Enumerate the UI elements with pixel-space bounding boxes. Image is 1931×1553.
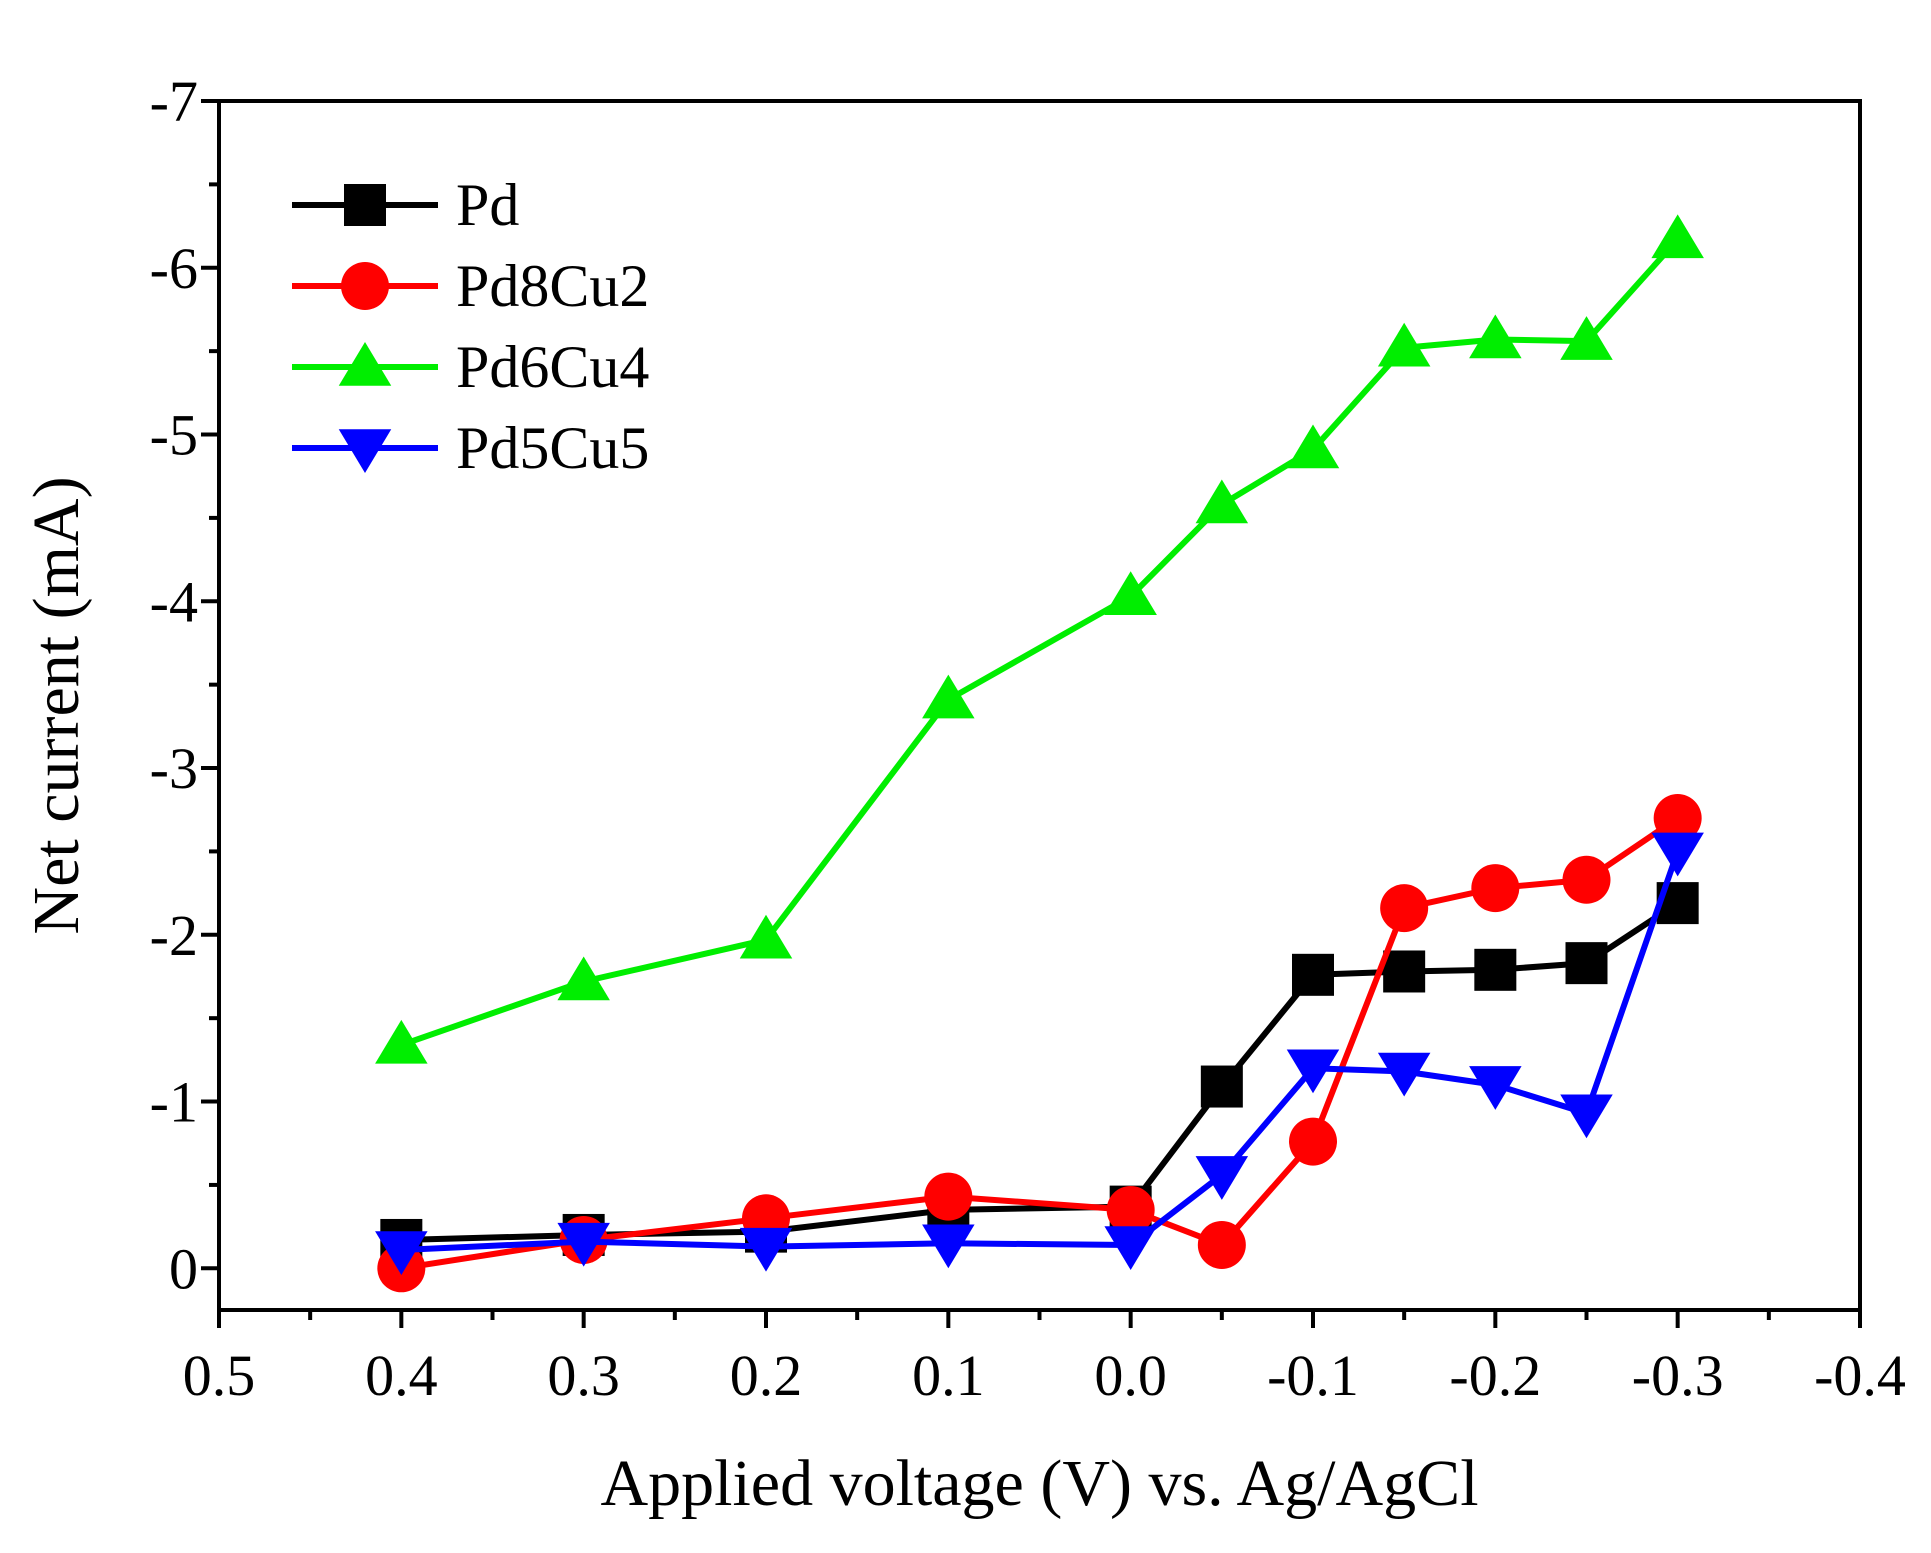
series-pd6cu4	[375, 214, 1704, 1064]
legend-label: Pd8Cu2	[456, 253, 649, 319]
data-point-pd8cu2	[1197, 1220, 1246, 1269]
data-point-pd5cu5	[1286, 1049, 1340, 1094]
data-point-pd8cu2	[1653, 794, 1702, 843]
x-tick-label: 0.0	[1094, 1343, 1167, 1408]
data-point-pd5cu5	[1469, 1066, 1522, 1110]
x-tick-label: 0.1	[912, 1343, 985, 1408]
legend-entry-pd8cu2: Pd8Cu2	[292, 253, 649, 319]
data-point-pd5cu5	[1104, 1226, 1157, 1270]
y-tick-label: -4	[150, 569, 198, 634]
axis-ticks	[201, 99, 1862, 1328]
legend-marker	[344, 184, 386, 226]
data-point-pd8cu2	[1289, 1117, 1337, 1166]
y-tick-label: 0	[169, 1236, 198, 1301]
data-point-pd5cu5	[1195, 1156, 1249, 1200]
x-axis-title: Applied voltage (V) vs. Ag/AgCl	[600, 1447, 1478, 1520]
legend-marker	[341, 262, 389, 310]
legend-marker	[338, 342, 392, 386]
data-point-pd5cu5	[922, 1224, 975, 1269]
data-point-pd6cu4	[1377, 322, 1431, 367]
legend-label: Pd5Cu5	[456, 415, 649, 481]
y-tick-label: -3	[150, 736, 198, 801]
series-layer	[375, 214, 1704, 1293]
data-point-pd6cu4	[1469, 314, 1522, 359]
data-point-pd5cu5	[557, 1222, 610, 1267]
x-tick-label: 0.3	[547, 1343, 620, 1408]
data-point-pd5cu5	[1651, 832, 1704, 877]
x-tick-label: 0.4	[365, 1343, 438, 1408]
data-point-pd	[1200, 1065, 1243, 1108]
data-point-pd5cu5	[1560, 1094, 1613, 1139]
data-point-pd5cu5	[375, 1231, 428, 1275]
data-point-pd	[1292, 953, 1334, 996]
data-point-pd	[1474, 948, 1517, 991]
data-point-pd6cu4	[922, 674, 975, 719]
legend-entry-pd: Pd	[292, 172, 519, 238]
data-point-pd6cu4	[1560, 316, 1613, 360]
data-point-pd8cu2	[1380, 884, 1429, 933]
tick-labels: 0.5 0.4 0.3 0.2 0.1 0.0 -0.1 -0.2 -0.3 -0.4 0 -1 -2 -…	[150, 69, 1906, 1408]
data-point-pd5cu5	[739, 1227, 793, 1272]
y-tick-label: -7	[150, 69, 198, 134]
x-tick-label: 0.2	[730, 1343, 803, 1408]
legend: Pd Pd8Cu2 Pd6Cu4 Pd5Cu5	[292, 172, 649, 481]
y-tick-label: -5	[150, 403, 198, 468]
data-point-pd6cu4	[557, 956, 610, 1001]
y-tick-label: -6	[150, 236, 198, 301]
legend-marker	[338, 429, 392, 473]
data-point-pd5cu5	[1377, 1052, 1431, 1097]
x-tick-label: -0.2	[1449, 1343, 1541, 1408]
data-point-pd6cu4	[739, 914, 793, 959]
data-point-pd8cu2	[1562, 855, 1611, 904]
y-axis-title: Net current (mA)	[20, 476, 93, 934]
series-pd8cu2	[377, 794, 1702, 1293]
data-point-pd6cu4	[1651, 214, 1704, 259]
data-point-pd8cu2	[1471, 864, 1520, 913]
x-tick-label: -0.4	[1814, 1343, 1906, 1408]
data-point-pd8cu2	[1106, 1185, 1155, 1234]
x-tick-label: -0.3	[1632, 1343, 1724, 1408]
data-point-pd	[1383, 950, 1426, 993]
data-point-pd6cu4	[375, 1019, 428, 1064]
series-line-pd5cu5	[401, 850, 1681, 1253]
legend-entry-pd6cu4: Pd6Cu4	[292, 334, 649, 400]
data-point-pd8cu2	[924, 1172, 973, 1221]
data-point-pd6cu4	[1195, 479, 1249, 524]
x-tick-label: 0.5	[183, 1343, 256, 1408]
y-tick-label: -1	[150, 1070, 198, 1135]
series-pd5cu5	[375, 832, 1704, 1275]
data-point-pd	[1565, 942, 1608, 985]
y-tick-label: -2	[150, 903, 198, 968]
x-tick-label: -0.1	[1267, 1343, 1359, 1408]
legend-label: Pd	[456, 172, 519, 238]
legend-entry-pd5cu5: Pd5Cu5	[292, 415, 649, 481]
legend-label: Pd6Cu4	[456, 334, 649, 400]
data-point-pd6cu4	[1286, 424, 1340, 469]
data-point-pd6cu4	[1104, 571, 1157, 616]
